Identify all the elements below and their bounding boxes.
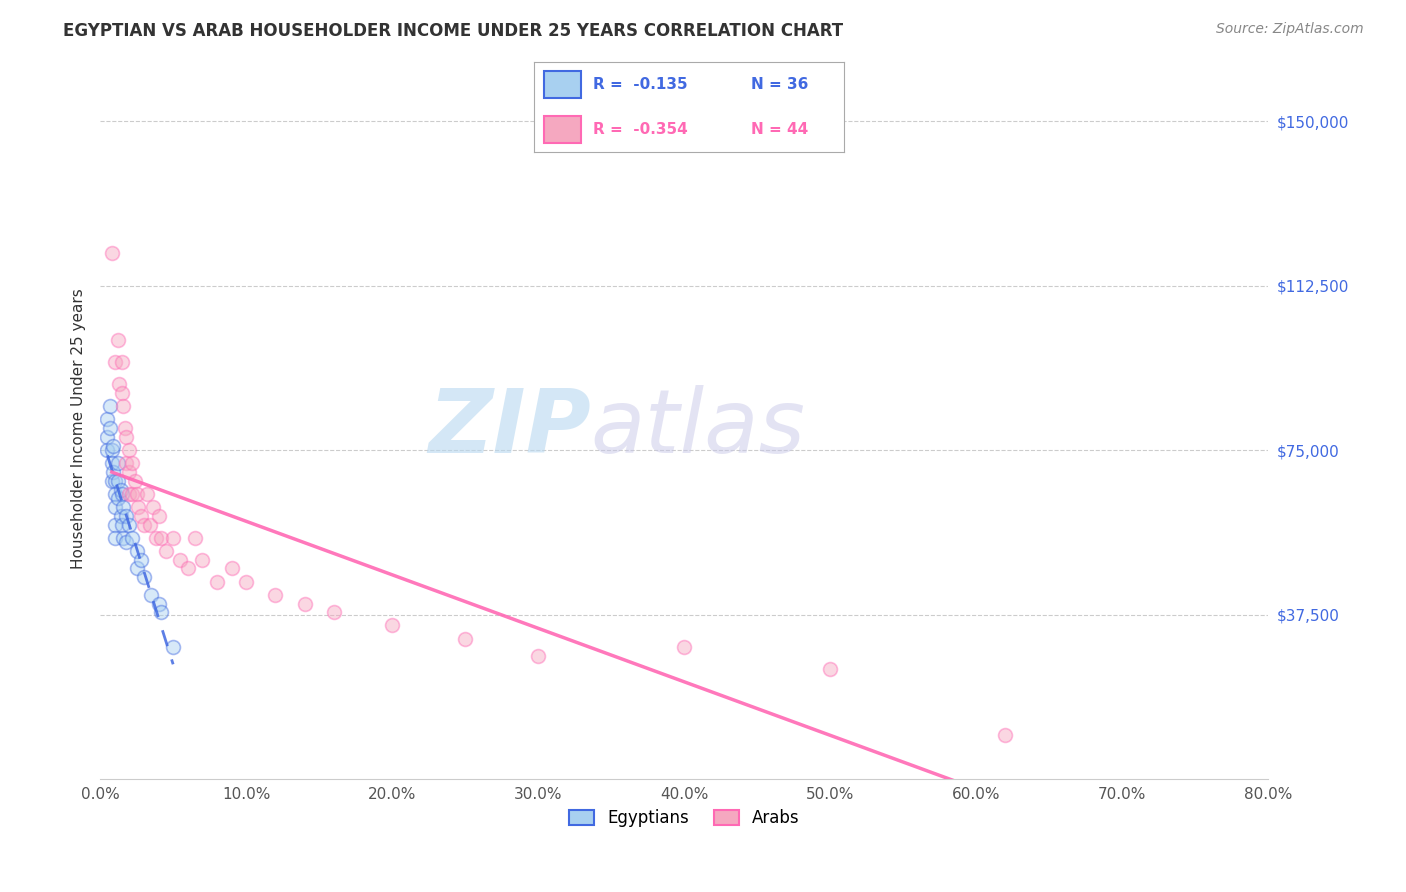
- Point: [112, 500, 135, 514]
- Point: [135, 487, 157, 501]
- Point: [155, 544, 177, 558]
- Text: ZIP: ZIP: [427, 384, 591, 472]
- Point: [169, 552, 191, 566]
- Point: [127, 500, 149, 514]
- Point: [118, 465, 141, 479]
- Text: EGYPTIAN VS ARAB HOUSEHOLDER INCOME UNDER 25 YEARS CORRELATION CHART: EGYPTIAN VS ARAB HOUSEHOLDER INCOME UNDE…: [63, 22, 844, 40]
- Bar: [544, 116, 581, 143]
- Point: [111, 487, 134, 501]
- Point: [125, 561, 148, 575]
- Point: [104, 531, 127, 545]
- Point: [264, 588, 287, 602]
- Point: [104, 487, 127, 501]
- Point: [673, 640, 696, 655]
- Point: [191, 552, 214, 566]
- Point: [132, 570, 155, 584]
- Point: [162, 640, 184, 655]
- Point: [121, 531, 143, 545]
- Bar: [544, 71, 581, 98]
- Point: [322, 605, 344, 619]
- Point: [132, 517, 155, 532]
- Point: [177, 561, 200, 575]
- Point: [142, 500, 165, 514]
- Point: [145, 531, 167, 545]
- Text: atlas: atlas: [591, 385, 806, 471]
- Point: [103, 439, 125, 453]
- Point: [107, 491, 129, 506]
- Point: [104, 517, 127, 532]
- Point: [381, 618, 404, 632]
- Point: [112, 399, 135, 413]
- Point: [107, 334, 129, 348]
- Point: [294, 597, 316, 611]
- Point: [148, 597, 170, 611]
- Point: [108, 377, 131, 392]
- Point: [141, 588, 163, 602]
- Point: [110, 483, 132, 497]
- Point: [101, 456, 124, 470]
- Point: [115, 535, 138, 549]
- Point: [101, 474, 124, 488]
- Point: [110, 508, 132, 523]
- Point: [125, 487, 148, 501]
- Point: [115, 508, 138, 523]
- Point: [101, 443, 124, 458]
- Point: [96, 443, 118, 458]
- Point: [98, 421, 121, 435]
- Point: [129, 552, 152, 566]
- Text: R =  -0.135: R = -0.135: [593, 78, 688, 92]
- Point: [96, 412, 118, 426]
- Point: [139, 517, 162, 532]
- Point: [111, 386, 134, 401]
- Point: [115, 430, 138, 444]
- Point: [454, 632, 477, 646]
- Point: [104, 500, 127, 514]
- Point: [150, 605, 173, 619]
- Point: [98, 399, 121, 413]
- Point: [121, 487, 143, 501]
- Point: [121, 456, 143, 470]
- Text: Source: ZipAtlas.com: Source: ZipAtlas.com: [1216, 22, 1364, 37]
- Y-axis label: Householder Income Under 25 years: Householder Income Under 25 years: [72, 288, 86, 568]
- Point: [221, 561, 243, 575]
- Point: [114, 421, 136, 435]
- Text: N = 44: N = 44: [751, 122, 808, 136]
- Point: [124, 474, 146, 488]
- Point: [111, 517, 134, 532]
- Point: [118, 517, 141, 532]
- Point: [150, 531, 173, 545]
- Point: [818, 662, 841, 676]
- Point: [129, 508, 152, 523]
- Point: [111, 355, 134, 369]
- Point: [101, 245, 124, 260]
- Legend: Egyptians, Arabs: Egyptians, Arabs: [562, 803, 806, 834]
- Point: [118, 487, 141, 501]
- Point: [205, 574, 228, 589]
- Point: [96, 430, 118, 444]
- Point: [103, 465, 125, 479]
- Point: [235, 574, 257, 589]
- Point: [162, 531, 184, 545]
- Point: [184, 531, 207, 545]
- Point: [148, 508, 170, 523]
- Point: [994, 728, 1017, 742]
- Point: [107, 456, 129, 470]
- Point: [527, 649, 550, 664]
- Text: N = 36: N = 36: [751, 78, 808, 92]
- Point: [115, 456, 138, 470]
- Point: [112, 531, 135, 545]
- Point: [107, 474, 129, 488]
- Point: [118, 443, 141, 458]
- Point: [104, 355, 127, 369]
- Point: [125, 544, 148, 558]
- Point: [104, 474, 127, 488]
- Text: R =  -0.354: R = -0.354: [593, 122, 688, 136]
